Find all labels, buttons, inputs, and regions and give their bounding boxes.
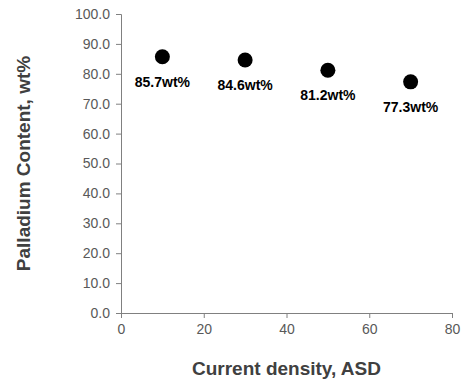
y-axis-title: Palladium Content, wt% — [13, 56, 34, 271]
plot: 0 20 40 60 80 0.0 10.0 20.0 30.0 40.0 50.0 60.0 70.0… — [75, 6, 461, 337]
tick-label: 60.0 — [83, 126, 110, 142]
tick-label: 40 — [279, 321, 295, 337]
tick: 60.0 — [83, 126, 121, 142]
tick: 20.0 — [83, 245, 121, 261]
tick-mark — [116, 74, 121, 75]
tick-label: 0 — [118, 321, 126, 337]
tick-mark — [116, 283, 121, 284]
tick-mark — [116, 134, 121, 135]
tick: 20 — [196, 313, 212, 337]
tick-label: 50.0 — [83, 155, 110, 171]
tick: 0 — [118, 313, 126, 337]
tick-mark — [287, 313, 288, 318]
point — [403, 74, 418, 89]
tick-mark — [452, 313, 453, 318]
tick: 60 — [362, 313, 378, 337]
tick-label: 70.0 — [83, 96, 110, 112]
tick: 90.0 — [83, 36, 121, 52]
tick: 50.0 — [83, 155, 121, 171]
tick-label: 10.0 — [83, 275, 110, 291]
tick: 80 — [445, 313, 461, 337]
data-label: 84.6wt% — [218, 77, 274, 93]
tick-mark — [116, 14, 121, 15]
tick-label: 100.0 — [75, 6, 110, 22]
tick: 0.0 — [91, 305, 121, 321]
tick: 30.0 — [83, 215, 121, 231]
tick-mark — [116, 193, 121, 194]
point — [155, 49, 170, 64]
x-axis: 0 20 40 60 80 — [118, 313, 461, 337]
data-label: 77.3wt% — [383, 99, 439, 115]
tick-label: 20.0 — [83, 245, 110, 261]
tick-mark — [116, 44, 121, 45]
tick-label: 60 — [362, 321, 378, 337]
data-label: 85.7wt% — [135, 74, 191, 90]
chart: 0 20 40 60 80 0.0 10.0 20.0 30.0 40.0 50.0 60.0 70.0… — [0, 0, 476, 389]
axis-line — [116, 15, 122, 314]
tick: 10.0 — [83, 275, 121, 291]
series — [155, 49, 418, 89]
tick-label: 20 — [196, 321, 212, 337]
point — [320, 63, 335, 78]
tick-label: 0.0 — [91, 305, 111, 321]
tick-mark — [116, 164, 121, 165]
tick-mark — [116, 253, 121, 254]
tick: 70.0 — [83, 96, 121, 112]
tick: 40.0 — [83, 185, 121, 201]
tick: 40 — [279, 313, 295, 337]
tick-label: 90.0 — [83, 36, 110, 52]
tick-label: 40.0 — [83, 185, 110, 201]
tick-mark — [116, 223, 121, 224]
tick-mark — [204, 313, 205, 318]
tick: 80.0 — [83, 66, 121, 82]
point — [238, 53, 253, 68]
data-label: 81.2wt% — [300, 87, 356, 103]
tick-mark — [369, 313, 370, 318]
tick-label: 80 — [445, 321, 461, 337]
tick-mark — [116, 313, 121, 314]
data-labels: 85.7wt% 84.6wt% 81.2wt% 77.3wt% — [135, 74, 439, 115]
tick-label: 30.0 — [83, 215, 110, 231]
tick-label: 80.0 — [83, 66, 110, 82]
x-axis-title: Current density, ASD — [192, 358, 381, 379]
y-axis: 0.0 10.0 20.0 30.0 40.0 50.0 60.0 70.0 80.0 90.0 1… — [75, 6, 122, 321]
tick-mark — [116, 104, 121, 105]
tick: 100.0 — [75, 6, 121, 22]
axis-line — [122, 314, 453, 319]
